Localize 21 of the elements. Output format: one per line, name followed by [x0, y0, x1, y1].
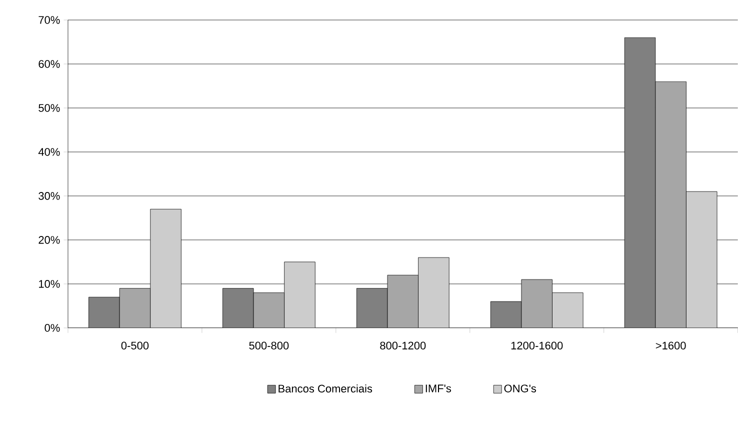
y-tick-label: 20%	[38, 236, 60, 244]
legend-label: Bancos Comerciais	[278, 384, 372, 393]
x-tick-label: 500-800	[249, 342, 289, 350]
legend-label: IMF's	[426, 384, 451, 392]
bar	[253, 292, 285, 328]
y-tick-label: 10%	[39, 280, 60, 288]
y-tick-label: 60%	[38, 60, 60, 68]
y-tick-label: 30%	[38, 192, 60, 200]
bar	[655, 81, 686, 328]
bar	[119, 288, 151, 328]
legend-label: ONG's	[504, 384, 536, 392]
x-tick-label: 800-1200	[380, 342, 426, 350]
bar	[521, 279, 552, 328]
y-tick-label: 0%	[44, 324, 60, 332]
x-tick-label: >1600	[656, 342, 686, 350]
bar	[387, 274, 418, 328]
y-tick-label: 40%	[38, 148, 60, 156]
x-tick-label: 1200-1600	[511, 342, 563, 350]
y-tick-label: 50%	[38, 104, 60, 112]
x-tick-label: 0-500	[121, 342, 149, 350]
y-tick-label: 70%	[38, 16, 60, 24]
